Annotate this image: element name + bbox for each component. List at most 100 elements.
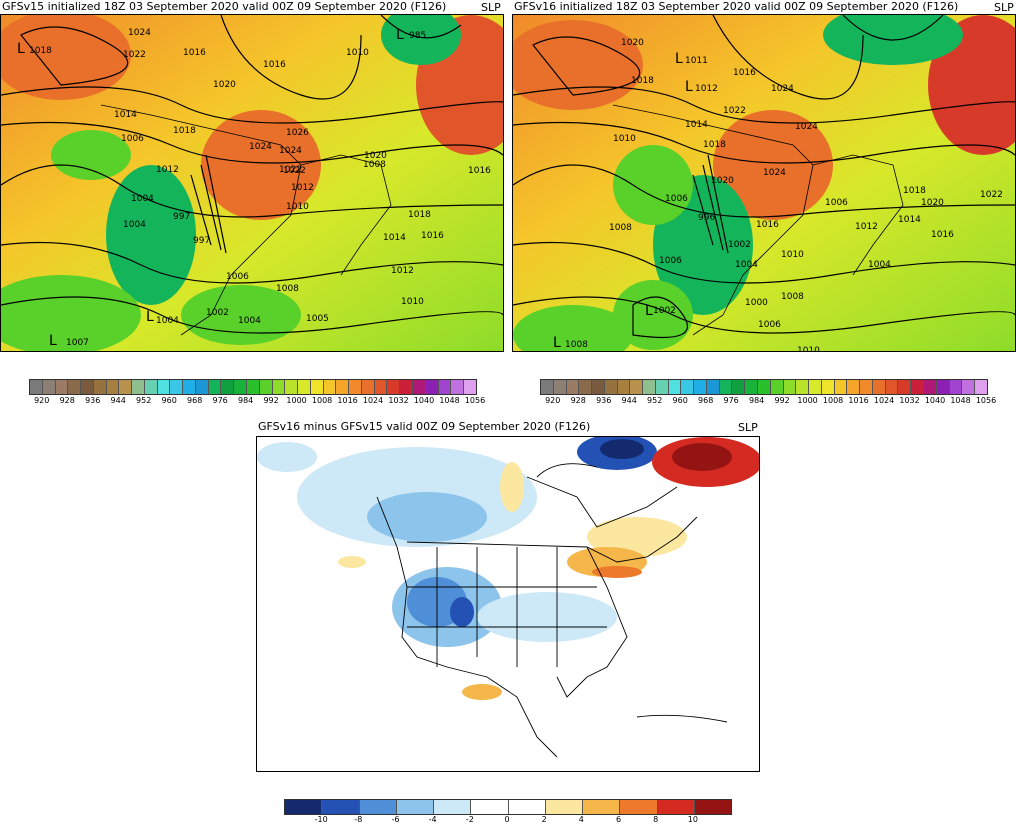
colorbar-tick-label: 928 bbox=[570, 396, 586, 405]
colorbar-tick-label: 968 bbox=[187, 396, 203, 405]
contour-label: 1020 bbox=[364, 151, 387, 161]
colorbar-tick-label: 920 bbox=[34, 396, 50, 405]
contour-label: 1006 bbox=[226, 272, 249, 282]
contour-label: 1004 bbox=[123, 220, 146, 230]
colorbar-swatch bbox=[119, 380, 133, 394]
colorbar-swatch bbox=[144, 380, 158, 394]
colorbar-swatch bbox=[157, 380, 171, 394]
colorbar-swatch bbox=[42, 380, 56, 394]
colorbar-swatch bbox=[770, 380, 784, 394]
colorbar-tick-label: 1016 bbox=[848, 396, 869, 405]
contour-label: 1008 bbox=[363, 160, 386, 170]
contour-label: 1012 bbox=[291, 183, 314, 193]
slp-colorbar-left-ticks: 920 928 936 944 952 960 968 976 984 992 1000 1008 10… bbox=[29, 396, 485, 406]
contour-label: 1026 bbox=[286, 128, 309, 138]
colorbar-tick-label: 928 bbox=[59, 396, 75, 405]
colorbar-tick-label: 992 bbox=[774, 396, 790, 405]
colorbar-swatch bbox=[247, 380, 260, 394]
contour-label: 1010 bbox=[797, 346, 820, 351]
colorbar-tick-label: 984 bbox=[748, 396, 765, 405]
low-marker: L bbox=[675, 51, 683, 67]
colorbar-swatch bbox=[508, 800, 546, 814]
contour-label: 1024 bbox=[771, 84, 794, 94]
contour-label: 1000 bbox=[745, 298, 768, 308]
right-contour-labels: 1020 1011 1012 1018 1016 1022 1024 1014 … bbox=[565, 38, 1003, 351]
colorbar-swatch bbox=[630, 380, 644, 394]
contour-label: 1006 bbox=[758, 320, 781, 330]
right-panel-variable: SLP bbox=[994, 1, 1014, 14]
colorbar-swatch bbox=[545, 800, 583, 814]
left-slp-map: 1018 1024 1022 1016 1014 1018 1020 1016 … bbox=[0, 14, 504, 352]
contour-label: 1016 bbox=[468, 166, 491, 176]
colorbar-swatch bbox=[783, 380, 797, 394]
slp-colorbar-right bbox=[540, 379, 988, 395]
contour-label: 996 bbox=[698, 213, 715, 223]
left-low-markers: L L L 1004 L bbox=[17, 27, 404, 349]
contour-label: 1014 bbox=[114, 110, 137, 120]
colorbar-swatch bbox=[541, 380, 554, 394]
colorbar-swatch bbox=[221, 380, 235, 394]
contour-label: 1016 bbox=[183, 48, 206, 58]
colorbar-swatch bbox=[322, 800, 360, 814]
contour-label: 1018 bbox=[173, 126, 196, 136]
colorbar-tick-label: 1048 bbox=[439, 396, 460, 405]
contour-label: 1020 bbox=[213, 80, 236, 90]
colorbar-tick-label: 1048 bbox=[950, 396, 971, 405]
colorbar-tick-label: 936 bbox=[85, 396, 101, 405]
colorbar-swatch bbox=[412, 380, 426, 394]
contour-label: 1004 bbox=[735, 260, 758, 270]
colorbar-swatch bbox=[374, 380, 388, 394]
colorbar-swatch bbox=[923, 380, 937, 394]
right-low-markers: L L L L bbox=[553, 51, 693, 351]
contour-label: 1018 bbox=[29, 46, 52, 56]
colorbar-swatch bbox=[898, 380, 912, 394]
colorbar-swatch bbox=[30, 380, 43, 394]
low-marker: L bbox=[553, 335, 561, 351]
contour-label: 1022 bbox=[279, 165, 302, 175]
contour-label: 1012 bbox=[855, 222, 878, 232]
contour-label: 1006 bbox=[825, 198, 848, 208]
colorbar-swatch bbox=[834, 380, 848, 394]
colorbar-swatch bbox=[657, 800, 695, 814]
contour-label: 1022 bbox=[123, 50, 146, 60]
contour-label: 1014 bbox=[383, 233, 406, 243]
colorbar-swatch bbox=[170, 380, 184, 394]
low-marker: L bbox=[146, 309, 154, 325]
colorbar-tick-label: 936 bbox=[596, 396, 612, 405]
colorbar-swatch bbox=[583, 800, 621, 814]
contour-label: 1004 bbox=[131, 194, 154, 204]
right-slp-map: 1020 1011 1012 1018 1016 1022 1024 1014 … bbox=[512, 14, 1016, 352]
contour-label: 1018 bbox=[408, 210, 431, 220]
colorbar-tick-label: 1000 bbox=[797, 396, 818, 405]
colorbar-tick-label: 1016 bbox=[337, 396, 358, 405]
left-panel-title: GFSv15 initialized 18Z 03 September 2020… bbox=[2, 0, 447, 13]
colorbar-swatch bbox=[872, 380, 886, 394]
colorbar-swatch bbox=[298, 380, 311, 394]
colorbar-swatch bbox=[796, 380, 810, 394]
colorbar-swatch bbox=[359, 800, 397, 814]
contour-label: 1006 bbox=[659, 256, 682, 266]
contour-label: 1016 bbox=[263, 60, 286, 70]
contour-label: 1018 bbox=[903, 186, 926, 196]
contour-label: 1024 bbox=[128, 28, 151, 38]
low-marker: L bbox=[396, 27, 404, 43]
colorbar-swatch bbox=[387, 380, 401, 394]
contour-label: 1010 bbox=[613, 134, 636, 144]
colorbar-tick-label: 960 bbox=[161, 396, 177, 405]
contour-label: 1024 bbox=[279, 146, 302, 156]
colorbar-tick-label: 6 bbox=[615, 815, 622, 824]
colorbar-swatch bbox=[471, 800, 509, 814]
contour-label: 1016 bbox=[733, 68, 756, 78]
colorbar-swatch bbox=[668, 380, 682, 394]
colorbar-tick-label: 2 bbox=[541, 815, 547, 824]
right-panel-title: GFSv16 initialized 18Z 03 September 2020… bbox=[514, 0, 959, 13]
colorbar-tick-label: 1040 bbox=[413, 396, 435, 405]
colorbar-tick-label: 952 bbox=[136, 396, 152, 405]
colorbar-tick-label: 1008 bbox=[311, 396, 333, 405]
left-contour-labels: 1018 1024 1022 1016 1014 1018 1020 1016 … bbox=[29, 28, 491, 348]
colorbar-swatch bbox=[336, 380, 350, 394]
colorbar-swatch bbox=[655, 380, 669, 394]
colorbar-swatch bbox=[93, 380, 107, 394]
colorbar-swatch bbox=[617, 380, 631, 394]
colorbar-tick-label: 1024 bbox=[873, 396, 895, 405]
